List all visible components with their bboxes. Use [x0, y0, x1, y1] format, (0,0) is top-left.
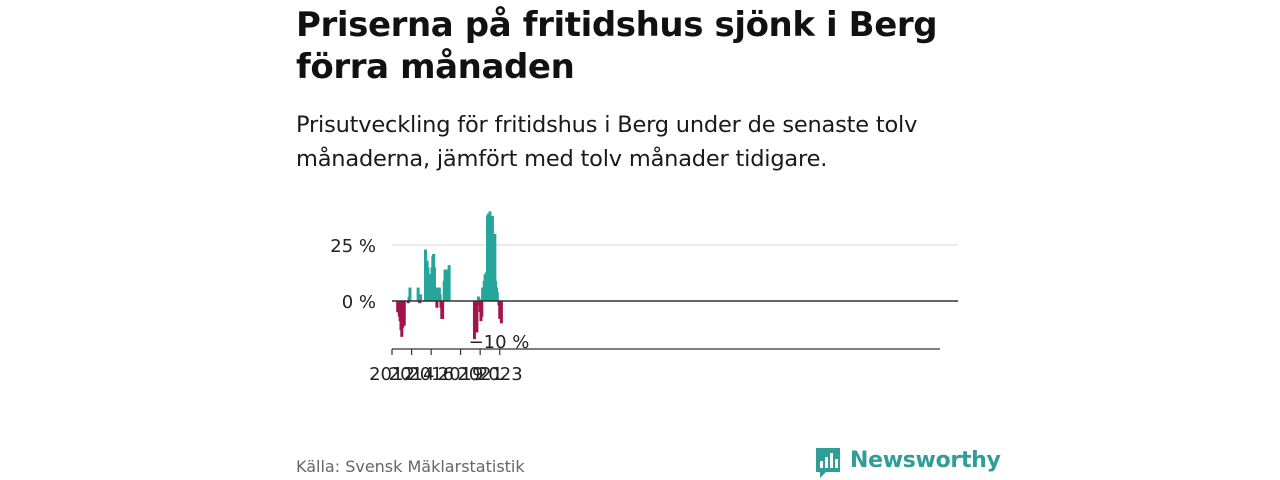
x-tick-label: 2023 — [477, 364, 523, 385]
x-tick-label: 2012 — [369, 364, 415, 385]
bar — [432, 267, 436, 301]
bar — [402, 301, 406, 326]
bar — [477, 298, 481, 301]
x-tick-label: 2016 — [408, 364, 454, 385]
bar — [435, 301, 439, 308]
bar — [480, 301, 484, 317]
bar — [434, 287, 438, 301]
bar — [419, 294, 423, 301]
bar — [486, 213, 490, 301]
bar — [441, 301, 445, 319]
chart-title: Priserna på fritidshus sjönk i Berg förr… — [296, 5, 938, 87]
bar — [438, 294, 442, 301]
bar — [475, 301, 479, 333]
bar — [499, 301, 503, 324]
y-tick-label: 0 % — [342, 292, 376, 313]
last-value-label: −10 % — [469, 332, 530, 353]
chart-subtitle: Prisutveckling för fritidshus i Berg und… — [296, 112, 918, 172]
brand-logo: Newsworthy — [814, 446, 1001, 480]
bar — [481, 287, 485, 301]
bar — [476, 301, 480, 306]
bar — [416, 287, 420, 301]
brand-name: Newsworthy — [850, 448, 1001, 473]
bar-chart-logo-icon — [816, 448, 840, 478]
y-tick-label: 25 % — [330, 236, 376, 257]
x-tick-label: 2021 — [457, 364, 503, 385]
bar — [445, 274, 449, 301]
bar — [447, 265, 451, 301]
x-tick-label: 2014 — [389, 364, 435, 385]
bar — [493, 233, 497, 301]
chart-bars — [396, 211, 503, 340]
x-tick-label: 2019 — [438, 364, 484, 385]
source-note: Källa: Svensk Mäklarstatistik — [296, 457, 525, 476]
bar — [408, 287, 412, 301]
bar — [406, 301, 410, 304]
bar — [483, 274, 487, 301]
bar — [495, 292, 499, 301]
bar — [418, 301, 422, 304]
